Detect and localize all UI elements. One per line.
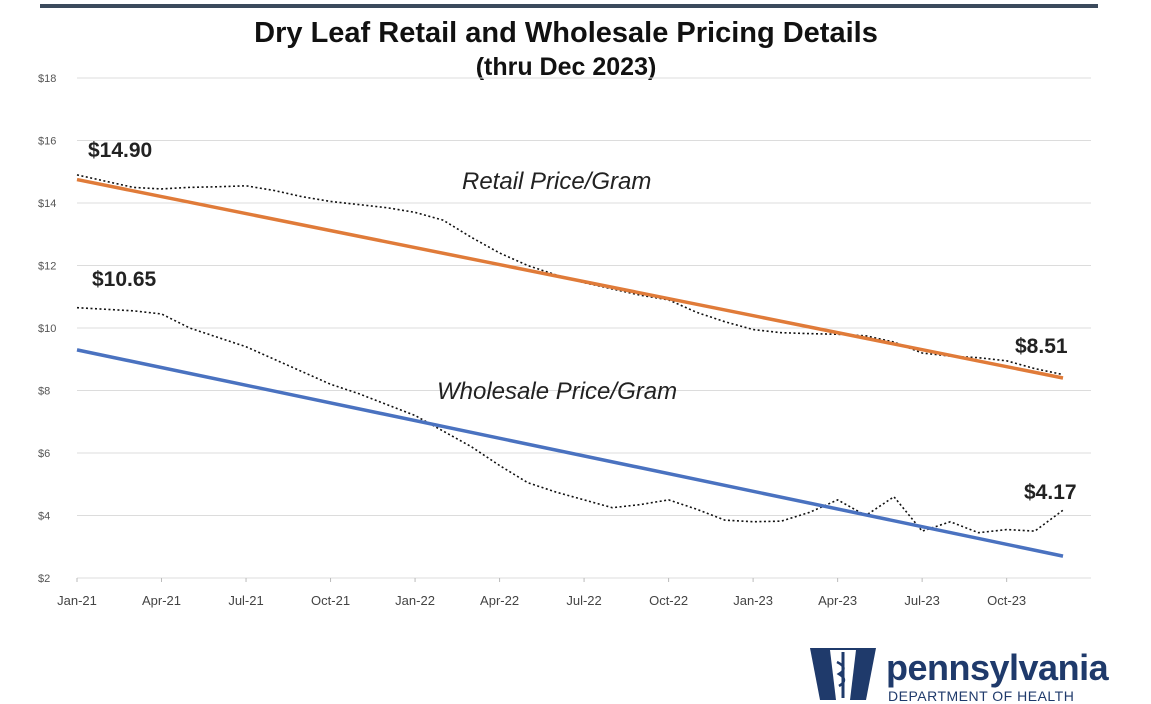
keystone-icon — [810, 648, 876, 700]
x-tick-label: Jul-21 — [228, 593, 263, 608]
x-tick-label: Jan-22 — [395, 593, 435, 608]
y-tick-label: $10 — [38, 323, 56, 335]
retail-start-value: $14.90 — [88, 139, 152, 162]
x-tick-label: Jul-22 — [566, 593, 601, 608]
wholesale-trend-line — [76, 348, 1064, 558]
x-tick-label: Jul-23 — [904, 593, 939, 608]
x-tick-label: Oct-23 — [987, 593, 1026, 608]
y-tick-label: $8 — [38, 386, 50, 398]
retail-trend-line — [76, 177, 1064, 380]
pa-health-logo: pennsylvania DEPARTMENT OF HEALTH — [806, 640, 1151, 704]
x-tick-label: Apr-23 — [818, 593, 857, 608]
logo-subtitle: DEPARTMENT OF HEALTH — [888, 688, 1075, 704]
wholesale-start-value: $10.65 — [92, 268, 157, 291]
wholesale-series-label: Wholesale Price/Gram — [437, 378, 677, 405]
y-tick-label: $4 — [38, 511, 50, 523]
x-tick-label: Apr-22 — [480, 593, 519, 608]
retail-end-value: $8.51 — [1015, 335, 1068, 358]
y-tick-label: $12 — [38, 261, 56, 273]
x-tick-label: Jan-23 — [733, 593, 773, 608]
chart-title: Dry Leaf Retail and Wholesale Pricing De… — [254, 17, 878, 49]
x-tick-label: Apr-21 — [142, 593, 181, 608]
x-tick-label: Oct-22 — [649, 593, 688, 608]
top-rule — [40, 4, 1098, 8]
logo-wordmark: pennsylvania — [886, 647, 1109, 688]
y-tick-label: $16 — [38, 136, 56, 148]
y-tick-label: $14 — [38, 198, 56, 210]
chart-subtitle: (thru Dec 2023) — [475, 53, 657, 81]
x-tick-label: Jan-21 — [57, 593, 97, 608]
y-tick-label: $18 — [38, 73, 56, 85]
y-tick-label: $2 — [38, 573, 50, 585]
wholesale-price-gram-line — [76, 306, 1064, 534]
retail-price-gram-line — [76, 174, 1064, 376]
x-tick-label: Oct-21 — [311, 593, 350, 608]
y-tick-label: $6 — [38, 448, 50, 460]
retail-series-label: Retail Price/Gram — [462, 168, 651, 195]
wholesale-end-value: $4.17 — [1024, 481, 1077, 504]
